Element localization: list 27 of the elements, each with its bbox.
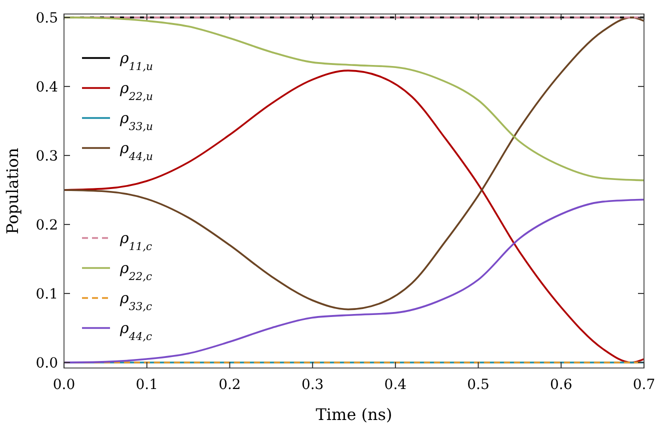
- y-tick-label: 0.0: [36, 355, 58, 372]
- y-tick-label: 0.4: [36, 79, 58, 96]
- x-tick-label: 0.1: [136, 377, 158, 393]
- legend-label: ρ$_{33,c}$: [119, 289, 152, 312]
- y-axis-title: Population: [3, 148, 22, 234]
- line-series: [64, 16, 644, 182]
- x-tick-label: 0.6: [550, 377, 572, 393]
- y-tick-label: 0.3: [36, 148, 58, 164]
- legend-label: ρ$_{44,c}$: [119, 319, 152, 342]
- line-series: [64, 198, 644, 364]
- legend-label: ρ$_{33,u}$: [119, 109, 153, 132]
- legend-label: ρ$_{22,u}$: [119, 79, 153, 102]
- legend-label: ρ$_{44,u}$: [119, 139, 153, 162]
- x-tick-label: 0.0: [52, 377, 76, 393]
- legend-label: ρ$_{11,c}$: [119, 229, 152, 252]
- x-tick-label: 0.7: [632, 377, 656, 393]
- x-tick-label: 0.2: [218, 377, 241, 393]
- x-tick-label: 0.4: [384, 377, 407, 393]
- y-tick-label: 0.1: [36, 286, 58, 302]
- y-tick-label: 0.2: [36, 217, 58, 234]
- x-tick-label: 0.5: [467, 377, 490, 393]
- legend-label: ρ$_{11,u}$: [119, 49, 153, 72]
- line-series: [64, 16, 644, 310]
- x-tick-label: 0.3: [301, 377, 324, 393]
- y-tick-label: 0.5: [36, 10, 58, 26]
- x-axis-title: Time (ns): [316, 405, 392, 424]
- legend-label: ρ$_{22,c}$: [119, 259, 152, 282]
